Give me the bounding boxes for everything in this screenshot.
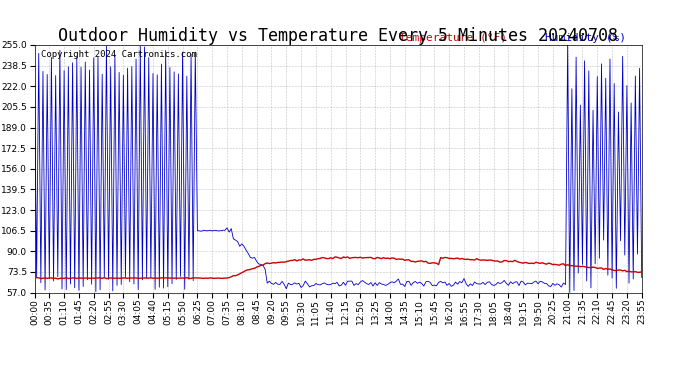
Title: Outdoor Humidity vs Temperature Every 5 Minutes 20240708: Outdoor Humidity vs Temperature Every 5 …: [58, 27, 618, 45]
Text: Humidity (%): Humidity (%): [544, 33, 626, 42]
Text: Copyright 2024 Cartronics.com: Copyright 2024 Cartronics.com: [41, 50, 197, 59]
Text: Temperature (°F): Temperature (°F): [399, 33, 507, 42]
